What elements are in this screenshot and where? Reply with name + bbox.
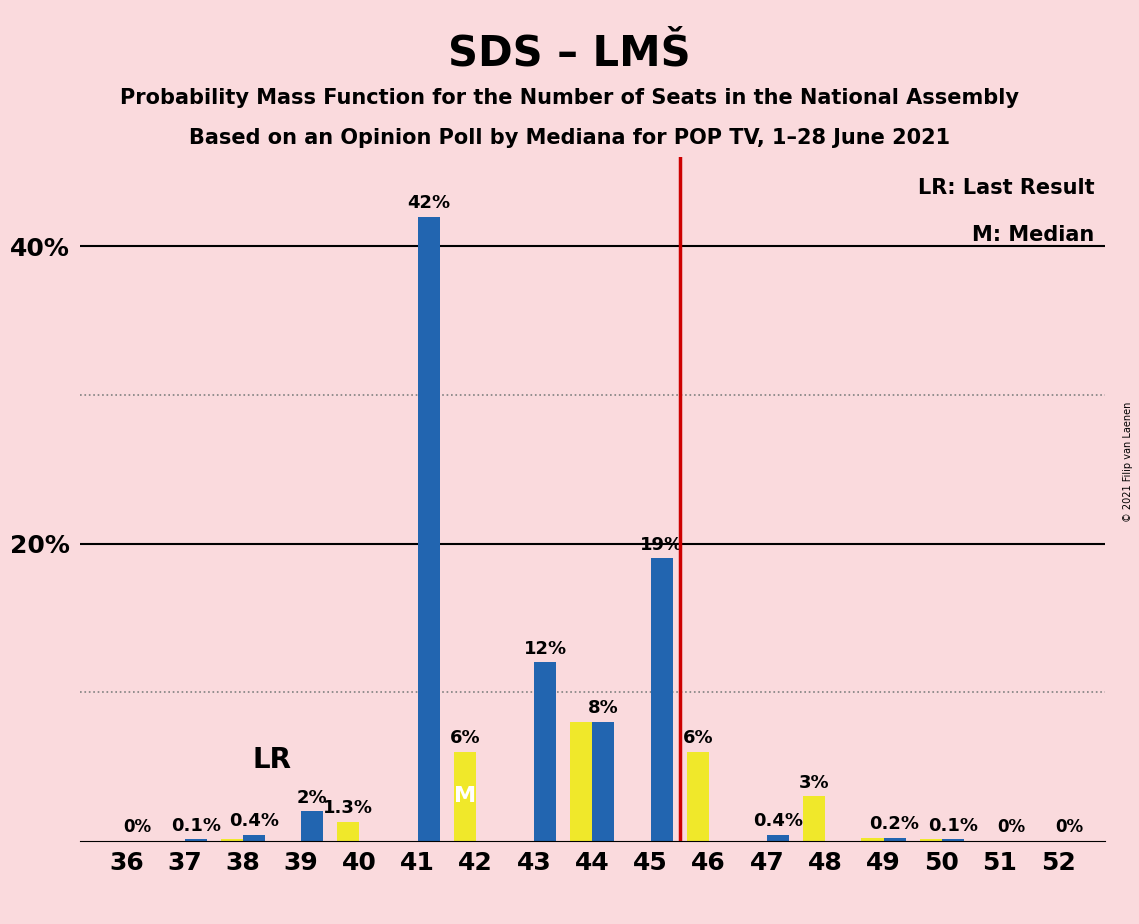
Bar (301, 811, 323, 841)
Bar (592, 722, 614, 841)
Text: 0%: 0% (123, 819, 151, 836)
Bar (571, 722, 592, 841)
Bar (453, 751, 476, 841)
Bar (687, 751, 708, 841)
Text: 0.2%: 0.2% (869, 815, 919, 833)
Bar (942, 839, 964, 841)
Text: 6%: 6% (682, 729, 713, 748)
Text: 0.1%: 0.1% (928, 817, 977, 835)
Text: © 2021 Filip van Laenen: © 2021 Filip van Laenen (1123, 402, 1133, 522)
Bar (861, 838, 884, 841)
Bar (337, 821, 359, 841)
Text: 8%: 8% (588, 699, 618, 717)
Text: 0.4%: 0.4% (229, 812, 279, 831)
Text: LR: LR (253, 746, 292, 774)
Bar (803, 796, 826, 841)
Text: SDS – LMŠ: SDS – LMŠ (448, 32, 691, 74)
Text: Probability Mass Function for the Number of Seats in the National Assembly: Probability Mass Function for the Number… (120, 88, 1019, 108)
Text: 2%: 2% (297, 789, 327, 807)
Bar (418, 216, 440, 841)
Text: 1.3%: 1.3% (323, 799, 374, 817)
Bar (243, 835, 265, 841)
Bar (884, 838, 906, 841)
Text: M: Median: M: Median (973, 225, 1095, 246)
Text: 0%: 0% (1055, 819, 1083, 836)
Bar (767, 835, 789, 841)
Bar (534, 663, 556, 841)
Text: 3%: 3% (798, 773, 829, 792)
Bar (650, 558, 673, 841)
Text: 6%: 6% (450, 729, 480, 748)
Text: 42%: 42% (407, 194, 450, 213)
Text: Based on an Opinion Poll by Mediana for POP TV, 1–28 June 2021: Based on an Opinion Poll by Mediana for … (189, 128, 950, 148)
Text: 19%: 19% (640, 536, 683, 554)
Bar (221, 839, 243, 841)
Text: 0%: 0% (997, 819, 1025, 836)
Text: LR: Last Result: LR: Last Result (918, 177, 1095, 198)
Text: 0.1%: 0.1% (171, 817, 221, 835)
Text: 12%: 12% (524, 640, 567, 658)
Bar (185, 839, 206, 841)
Text: M: M (453, 786, 476, 807)
Bar (919, 839, 942, 841)
Text: 0.4%: 0.4% (753, 812, 803, 831)
